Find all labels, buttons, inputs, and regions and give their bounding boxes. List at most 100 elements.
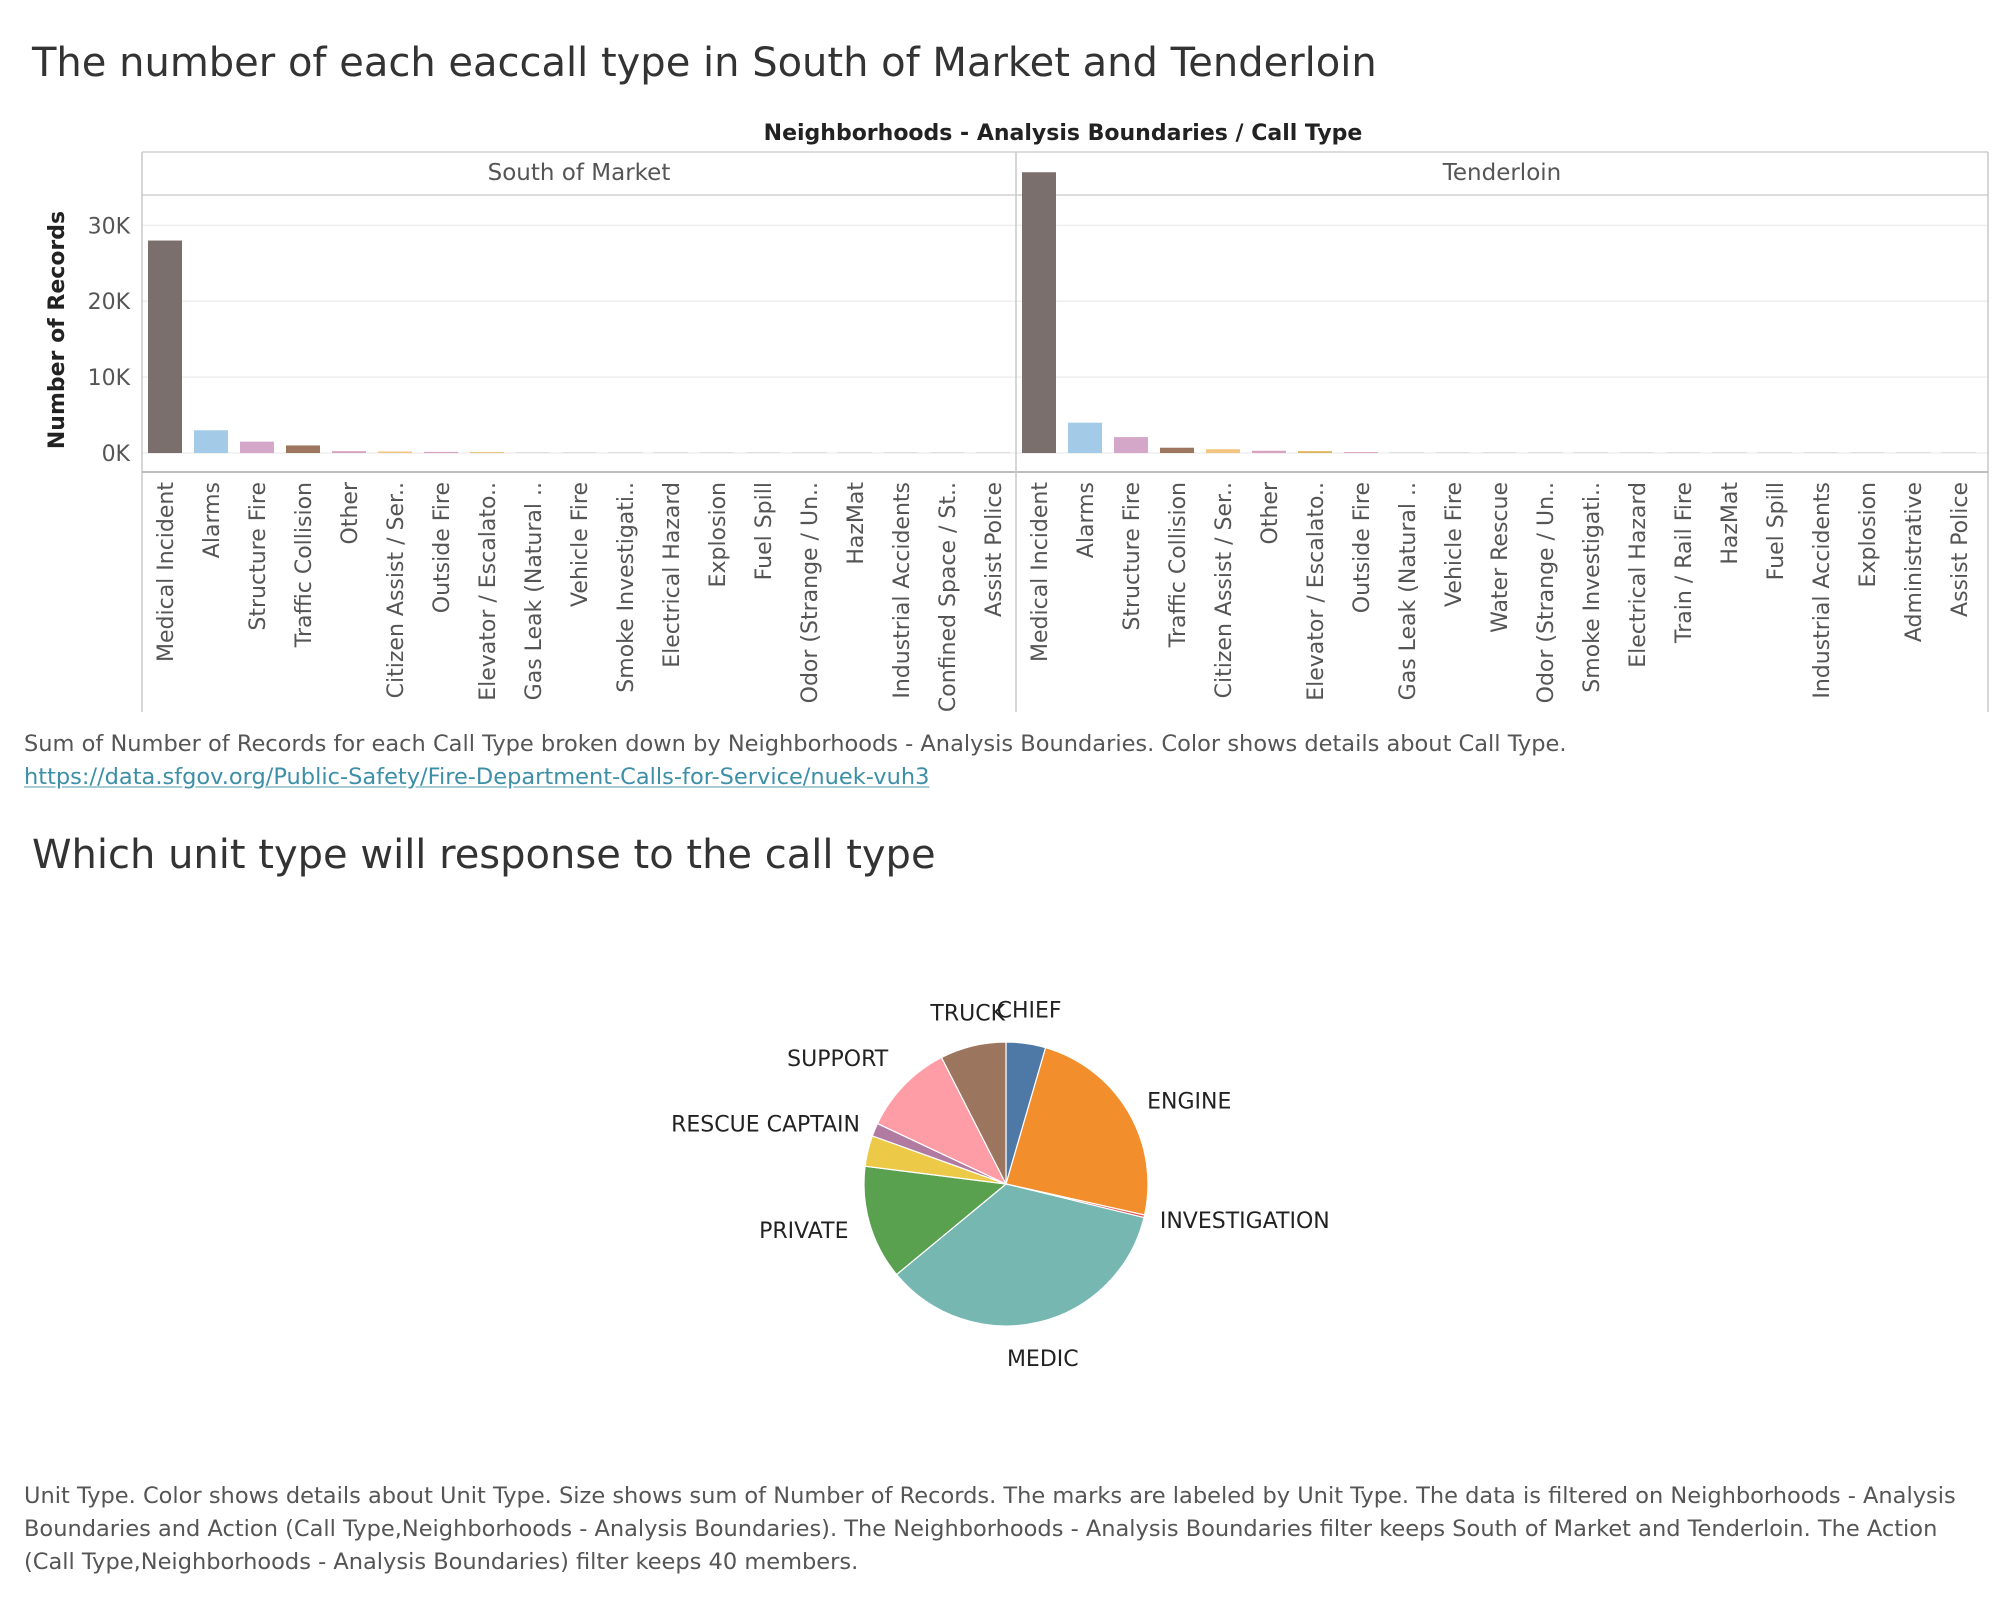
bar[interactable] <box>746 452 780 454</box>
slice-label: PRIVATE <box>759 1219 848 1244</box>
bar[interactable] <box>516 452 550 454</box>
x-tick-label: Fuel Spill <box>752 482 777 580</box>
bar[interactable] <box>1068 422 1102 454</box>
panel-header: South of Market <box>488 160 671 186</box>
source-link[interactable]: https://data.sfgov.org/Public-Safety/Fir… <box>24 764 930 790</box>
bar[interactable] <box>470 452 504 454</box>
slice-label: TRUCK <box>929 1002 1005 1027</box>
x-tick-label: Citizen Assist / Ser.. <box>384 482 409 698</box>
x-tick-label: Traffic Collision <box>292 482 317 648</box>
pie-slice[interactable] <box>876 1056 1008 1186</box>
x-tick-label: Other <box>1258 481 1283 544</box>
bar[interactable] <box>1436 452 1470 454</box>
pie-slice[interactable] <box>1005 1183 1146 1219</box>
bar[interactable] <box>1482 452 1516 454</box>
bar[interactable] <box>148 240 182 454</box>
bar[interactable] <box>884 452 918 454</box>
x-tick-label: Vehicle Fire <box>568 482 593 607</box>
slice-label: INVESTIGATION <box>1160 1209 1330 1234</box>
bar[interactable] <box>240 441 274 454</box>
x-tick-label: Alarms <box>200 482 225 558</box>
chart-title: Which unit type will response to the cal… <box>32 832 936 878</box>
x-tick-label: Traffic Collision <box>1166 482 1191 648</box>
x-tick-label: Medical Incident <box>154 482 179 662</box>
x-tick-label: Assist Police <box>1948 482 1973 617</box>
x-tick-label: Alarms <box>1074 482 1099 558</box>
bar[interactable] <box>562 452 596 454</box>
bar[interactable] <box>1574 452 1608 454</box>
bar[interactable] <box>1252 450 1286 454</box>
x-tick-label: Explosion <box>706 482 731 587</box>
x-tick-label: Electrical Hazard <box>660 482 685 668</box>
chart-caption: Sum of Number of Records for each Call T… <box>24 731 1567 757</box>
x-tick-label: Train / Rail Fire <box>1672 482 1697 644</box>
bar[interactable] <box>700 452 734 454</box>
bar[interactable] <box>1666 452 1700 454</box>
x-tick-label: Structure Fire <box>1120 482 1145 631</box>
x-tick-label: Gas Leak (Natural .. <box>1396 482 1421 700</box>
bar[interactable] <box>424 451 458 454</box>
x-tick-label: Medical Incident <box>1028 482 1053 662</box>
bar[interactable] <box>1850 452 1884 454</box>
bar[interactable] <box>1942 452 1976 454</box>
bar[interactable] <box>608 452 642 454</box>
bar[interactable] <box>1298 451 1332 454</box>
x-tick-label: Other <box>338 481 363 544</box>
bar[interactable] <box>976 452 1010 454</box>
bar[interactable] <box>1620 452 1654 454</box>
x-tick-label: Smoke Investigati.. <box>614 482 639 693</box>
x-tick-label: Assist Police <box>982 482 1007 617</box>
chart-caption: Unit Type. Color shows details about Uni… <box>24 1483 1956 1575</box>
slice-label: ENGINE <box>1147 1090 1231 1115</box>
bar[interactable] <box>654 452 688 454</box>
pie-slice[interactable] <box>1005 1041 1047 1185</box>
x-tick-label: HazMat <box>1718 482 1743 565</box>
bar[interactable] <box>792 452 826 454</box>
bar[interactable] <box>1804 452 1838 454</box>
y-tick-label: 10K <box>88 366 131 391</box>
pie-slice[interactable] <box>895 1183 1145 1327</box>
pie-slice[interactable] <box>1005 1046 1149 1216</box>
bar[interactable] <box>1712 452 1746 454</box>
pie-slice[interactable] <box>871 1122 1007 1185</box>
x-tick-label: Elevator / Escalato.. <box>1304 482 1329 701</box>
x-tick-label: Smoke Investigati.. <box>1580 482 1605 693</box>
x-tick-label: Industrial Accidents <box>1810 482 1835 699</box>
y-tick-label: 30K <box>88 214 131 239</box>
pie-slice[interactable] <box>864 1135 1007 1185</box>
y-tick-label: 20K <box>88 290 131 315</box>
bar[interactable] <box>194 430 228 454</box>
bar[interactable] <box>1022 172 1056 454</box>
x-tick-label: Explosion <box>1856 482 1881 587</box>
y-axis-label: Number of Records <box>45 211 70 449</box>
x-tick-label: Vehicle Fire <box>1442 482 1467 607</box>
chart-title: The number of each eaccall type in South… <box>32 40 1377 86</box>
slice-label: CHIEF <box>997 999 1062 1024</box>
bar[interactable] <box>1206 449 1240 454</box>
bar[interactable] <box>1114 437 1148 454</box>
x-tick-label: Gas Leak (Natural .. <box>522 482 547 700</box>
x-tick-label: Confined Space / St.. <box>936 482 961 712</box>
x-tick-label: Water Rescue <box>1488 482 1513 633</box>
x-tick-label: Citizen Assist / Ser.. <box>1212 482 1237 698</box>
x-tick-label: Industrial Accidents <box>890 482 915 699</box>
bar[interactable] <box>332 451 366 454</box>
y-tick-label: 0K <box>102 442 131 467</box>
bar[interactable] <box>838 452 872 454</box>
bar[interactable] <box>930 452 964 454</box>
bar[interactable] <box>1344 452 1378 454</box>
chart-header: Neighborhoods - Analysis Boundaries / Ca… <box>764 121 1363 146</box>
x-tick-label: Fuel Spill <box>1764 482 1789 580</box>
bar[interactable] <box>286 445 320 454</box>
bar[interactable] <box>1528 452 1562 454</box>
bar[interactable] <box>1896 452 1930 454</box>
pie-slice[interactable] <box>863 1165 1008 1276</box>
pie-slice[interactable] <box>940 1041 1007 1185</box>
x-tick-label: Odor (Strange / Un.. <box>1534 482 1559 703</box>
bar[interactable] <box>1758 452 1792 454</box>
bar[interactable] <box>378 451 412 454</box>
x-tick-label: Structure Fire <box>246 482 271 631</box>
x-tick-label: Outside Fire <box>430 482 455 613</box>
bar[interactable] <box>1390 452 1424 454</box>
bar[interactable] <box>1160 447 1194 454</box>
